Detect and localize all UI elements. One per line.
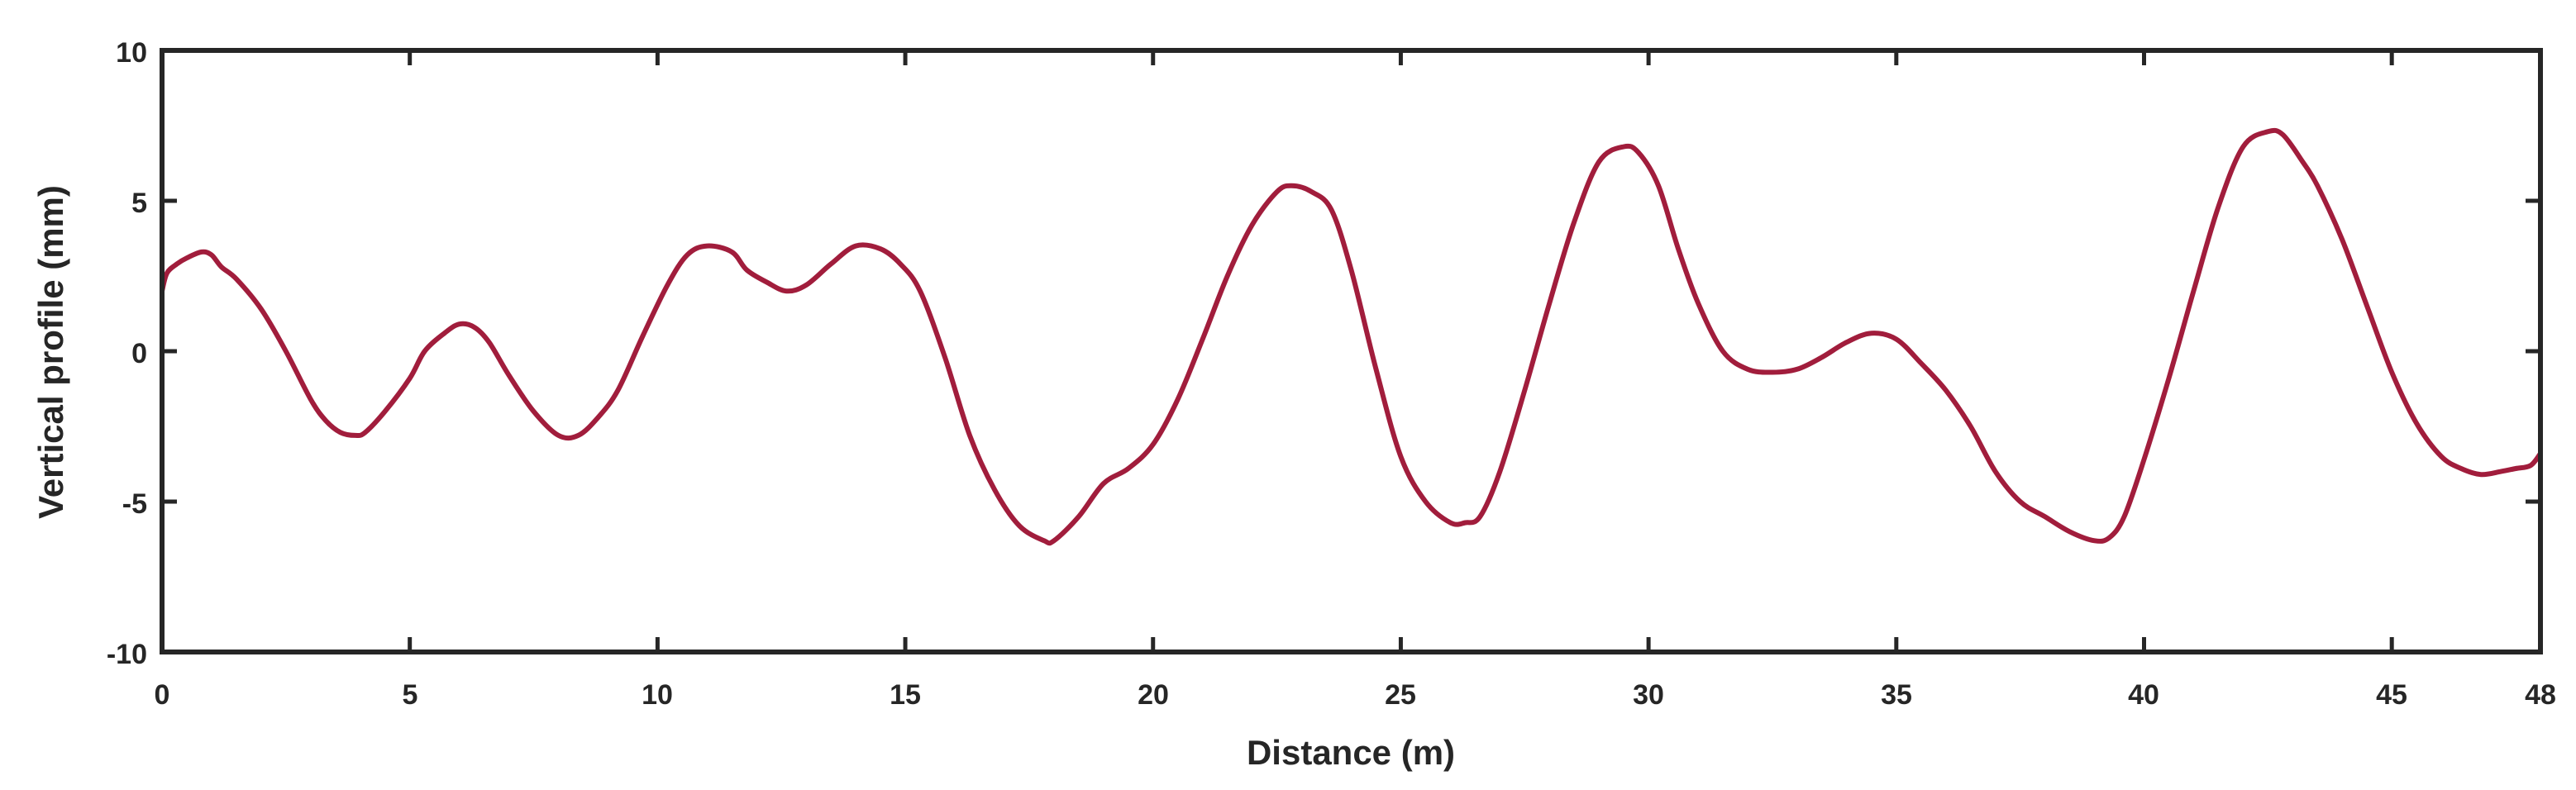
x-axis-label: Distance (m) [1247, 733, 1455, 772]
x-tick-label-0: 0 [155, 679, 170, 711]
x-tick-label-5: 5 [403, 679, 418, 711]
y-axis-label: Vertical profile (mm) [31, 185, 70, 519]
x-tick-label-40: 40 [2128, 679, 2159, 711]
x-tick-label-10: 10 [642, 679, 673, 711]
x-tick-label-20: 20 [1138, 679, 1169, 711]
y-tick-label-10: 10 [116, 37, 147, 69]
x-tick-label-30: 30 [1633, 679, 1664, 711]
x-tick-label-45: 45 [2376, 679, 2407, 711]
y-tick-labels: 10 5 0 -5 -10 [107, 37, 147, 670]
y-tick-label-minus-5: -5 [122, 488, 147, 520]
x-tick-label-25: 25 [1385, 679, 1416, 711]
x-tick-label-35: 35 [1881, 679, 1912, 711]
plot-area-frame [160, 48, 2543, 654]
x-tick-label-48: 48 [2525, 679, 2556, 711]
vertical-profile-line [160, 127, 2543, 546]
x-tick-labels: 0 5 10 15 20 25 30 35 40 45 48 [155, 679, 2556, 711]
axis-ticks [160, 48, 2543, 654]
y-tick-label-5: 5 [131, 188, 147, 219]
x-tick-label-15: 15 [890, 679, 921, 711]
y-tick-label-minus-10: -10 [107, 639, 147, 670]
y-tick-label-0: 0 [131, 338, 147, 369]
